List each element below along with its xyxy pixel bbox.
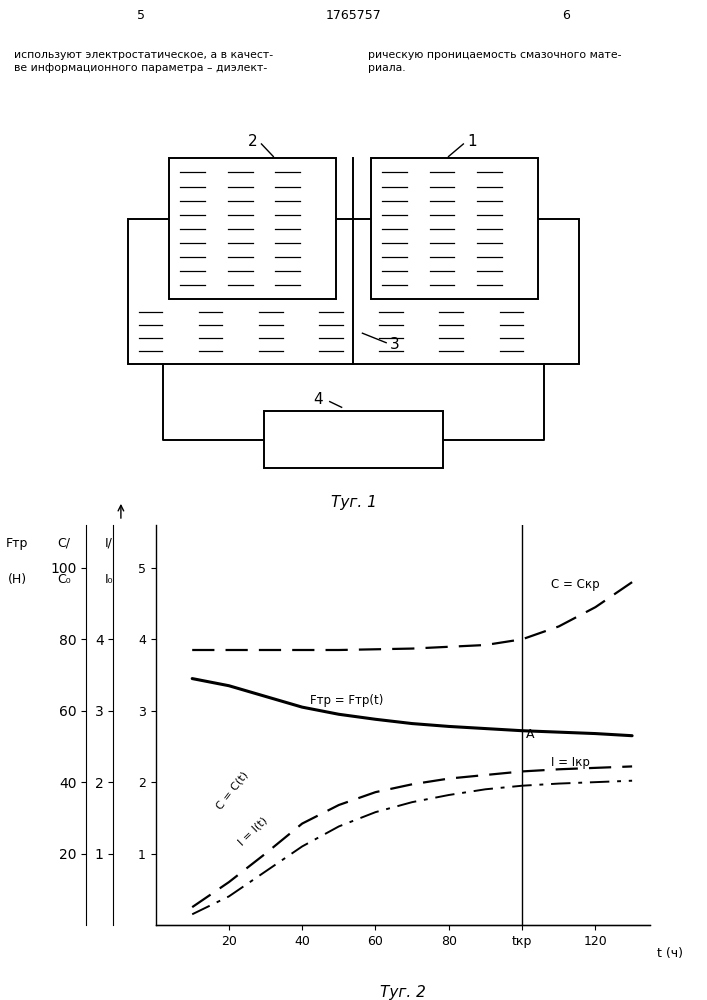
Text: A: A bbox=[526, 728, 534, 741]
Text: Fтр: Fтр bbox=[6, 537, 28, 550]
Text: 5: 5 bbox=[137, 9, 146, 22]
Bar bbox=[170, 158, 336, 299]
Text: I = Iкр: I = Iкр bbox=[551, 756, 590, 769]
Text: C/: C/ bbox=[57, 537, 71, 550]
Text: рическую проницаемость смазочного мате-
риала.: рическую проницаемость смазочного мате- … bbox=[368, 49, 621, 73]
Text: 6: 6 bbox=[561, 9, 570, 22]
Text: используют электростатическое, а в качест-
ве информационного параметра – диэлек: используют электростатическое, а в качес… bbox=[14, 49, 274, 73]
Text: C₀: C₀ bbox=[57, 573, 71, 586]
Text: 4: 4 bbox=[313, 392, 322, 407]
Text: I/: I/ bbox=[105, 537, 112, 550]
Text: Τуг. 2: Τуг. 2 bbox=[380, 986, 426, 1000]
Text: 1: 1 bbox=[467, 134, 477, 149]
Text: (Н): (Н) bbox=[7, 573, 27, 586]
Text: I₀: I₀ bbox=[104, 573, 113, 586]
Text: 2: 2 bbox=[247, 134, 257, 149]
Bar bbox=[128, 219, 579, 364]
Text: Τуг. 1: Τуг. 1 bbox=[331, 495, 376, 510]
Text: 1765757: 1765757 bbox=[326, 9, 381, 22]
Text: Fтр = Fтр(t): Fтр = Fтр(t) bbox=[310, 694, 383, 707]
Bar bbox=[264, 411, 443, 468]
Text: I = I(t): I = I(t) bbox=[236, 815, 269, 847]
Text: 3: 3 bbox=[390, 337, 400, 352]
Text: t (ч): t (ч) bbox=[658, 946, 683, 960]
Text: C = Cкр: C = Cкр bbox=[551, 578, 600, 591]
Text: C = C(t): C = C(t) bbox=[214, 770, 250, 811]
Bar bbox=[371, 158, 537, 299]
